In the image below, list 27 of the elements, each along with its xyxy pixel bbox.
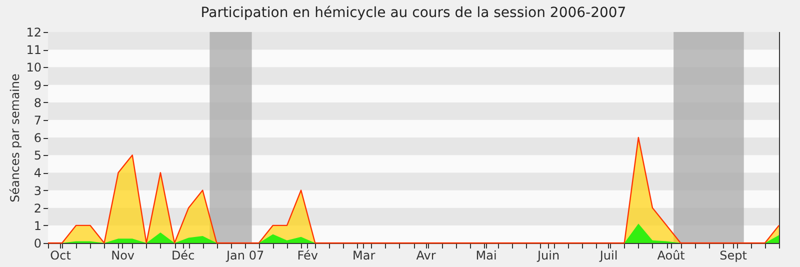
y-tick-label: 2 [34,201,42,216]
x-tick-label: Août [657,248,686,262]
x-tick-label: Jan 07 [226,248,264,262]
x-tick-label: Avr [416,248,436,262]
x-tick-label: Fév [297,248,318,262]
y-tick-label: 1 [34,218,42,233]
chart-title: Participation en hémicycle au cours de la session 2006-2007 [200,5,626,21]
y-tick-label: 9 [34,78,42,92]
x-tick-label: Déc [171,248,195,262]
y-axis-title: Séances par semaine [8,74,22,202]
y-tick-label: 7 [34,113,42,128]
x-tick-label: Mai [476,248,497,262]
y-tick-label: 0 [34,236,42,250]
y-tick-label: 3 [34,184,42,198]
y-tick-label: 6 [34,131,42,145]
y-tick-label: 5 [34,148,42,163]
x-tick-label: Nov [111,248,135,262]
y-tick-label: 4 [34,166,42,180]
y-tick-label: 8 [34,96,42,110]
x-tick-label: Oct [50,248,72,262]
y-tick-label: 10 [26,60,42,75]
x-tick-label: Juin [536,248,560,262]
y-tick-label: 11 [26,43,42,58]
x-tick-label: Sept [720,248,748,262]
x-tick-label: Juil [598,248,618,262]
x-tick-label: Mar [352,248,376,262]
y-tick-label: 12 [26,26,42,40]
